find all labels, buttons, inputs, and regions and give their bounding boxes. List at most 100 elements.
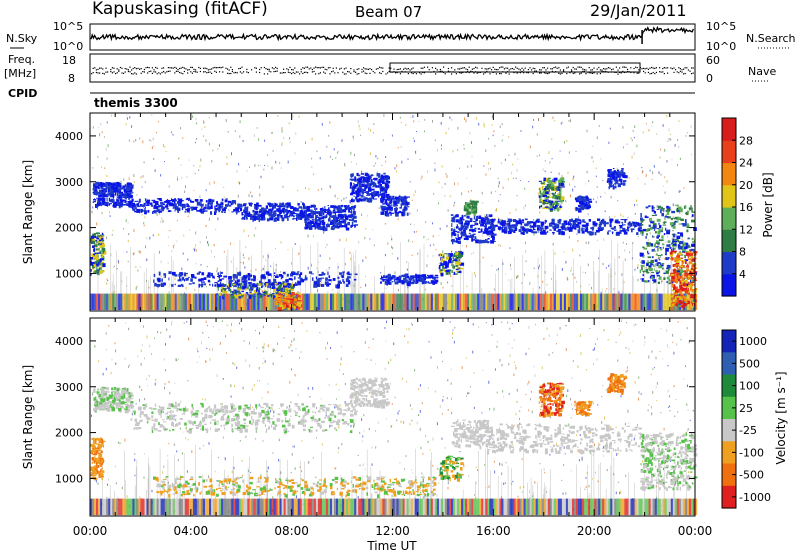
echo-band [213, 293, 216, 311]
freq-point [500, 66, 502, 68]
echo-band [128, 293, 131, 311]
echo-cell [214, 205, 216, 209]
freq-point [323, 66, 325, 68]
echo-cell [341, 218, 344, 220]
echo-cell [176, 208, 179, 211]
echo-cell [543, 177, 547, 182]
echo-cell [102, 249, 105, 252]
echo-speckle [623, 281, 625, 283]
echo-speckle [517, 275, 519, 278]
echo-speckle [552, 242, 554, 246]
freq-point [500, 73, 502, 75]
echo-speckle [267, 165, 269, 167]
echo-cell [286, 273, 289, 277]
echo-cell [361, 190, 364, 195]
echo-cell [380, 281, 382, 284]
freq-point [676, 71, 678, 73]
echo-speckle [587, 213, 589, 215]
echo-speckle [194, 141, 196, 144]
echo-cell [101, 187, 103, 191]
echo-band [493, 293, 496, 311]
echo-band [348, 293, 351, 311]
echo-cell [575, 224, 579, 227]
echo-cell [310, 204, 315, 208]
freq-point [473, 72, 475, 74]
echo-cell [258, 287, 261, 291]
freq-point [335, 67, 337, 69]
echo-cell [226, 285, 229, 287]
freq-point [633, 67, 635, 70]
echo-band [563, 293, 567, 311]
echo-speckle [412, 241, 413, 243]
echo-band [664, 293, 667, 311]
echo-speckle [537, 192, 539, 196]
freq-point [468, 66, 470, 68]
echo-speckle [239, 135, 241, 138]
echo-speckle [633, 152, 635, 156]
echo-speckle [636, 204, 638, 206]
echo-speckle [281, 144, 283, 146]
echo-cell [102, 263, 106, 268]
echo-speckle [305, 141, 306, 144]
echo-cell [486, 231, 490, 235]
echo-speckle [280, 241, 282, 244]
echo-cell [361, 187, 363, 190]
echo-cell [147, 203, 149, 206]
echo-cell [283, 284, 287, 288]
echo-band [154, 293, 157, 311]
echo-speckle [159, 250, 160, 254]
freq-point [505, 72, 507, 74]
echo-speckle [656, 133, 658, 136]
echo-cell [276, 298, 280, 301]
echo-cell [224, 211, 226, 214]
freq-point [350, 68, 352, 70]
echo-cell [576, 218, 580, 221]
echo-speckle [307, 234, 309, 238]
echo-cell [179, 272, 183, 274]
echo-cell [243, 204, 247, 207]
echo-band [418, 293, 421, 311]
echo-cell [304, 219, 307, 224]
echo-cell [303, 214, 307, 217]
echo-band [340, 293, 343, 311]
echo-speckle [326, 145, 328, 148]
freq-point [241, 72, 243, 74]
echo-cell [96, 236, 100, 240]
echo-cell [396, 199, 399, 203]
echo-cell [321, 211, 324, 214]
echo-cell [320, 225, 322, 229]
echo-speckle [406, 261, 408, 263]
echo-speckle [622, 126, 624, 129]
echo-cell [367, 199, 369, 201]
echo-speckle [246, 274, 247, 276]
echo-cell [537, 231, 540, 233]
echo-speckle [378, 207, 380, 209]
echo-speckle [92, 126, 94, 129]
echo-speckle [461, 192, 463, 196]
echo-cell [526, 229, 531, 232]
echo-cell [364, 174, 368, 176]
echo-speckle [311, 137, 313, 141]
echo-speckle [200, 264, 202, 266]
echo-cell [293, 207, 297, 211]
echo-cell [585, 227, 589, 230]
echo-speckle [675, 234, 677, 236]
freq-point [116, 68, 118, 70]
echo-cell [329, 215, 334, 217]
echo-speckle [256, 127, 258, 129]
echo-cell [349, 186, 352, 189]
echo-cell [273, 272, 276, 274]
freq-point [547, 67, 549, 69]
echo-cell [163, 273, 167, 276]
echo-band [477, 293, 480, 311]
echo-cell [526, 222, 531, 224]
echo-speckle [167, 236, 169, 238]
echo-speckle [181, 176, 183, 179]
freq-point [243, 71, 245, 73]
echo-cell [589, 231, 593, 236]
echo-cell [290, 205, 292, 210]
freq-point [675, 69, 677, 71]
freq-point [630, 67, 632, 69]
echo-cell [492, 235, 495, 238]
freq-point [518, 68, 520, 70]
